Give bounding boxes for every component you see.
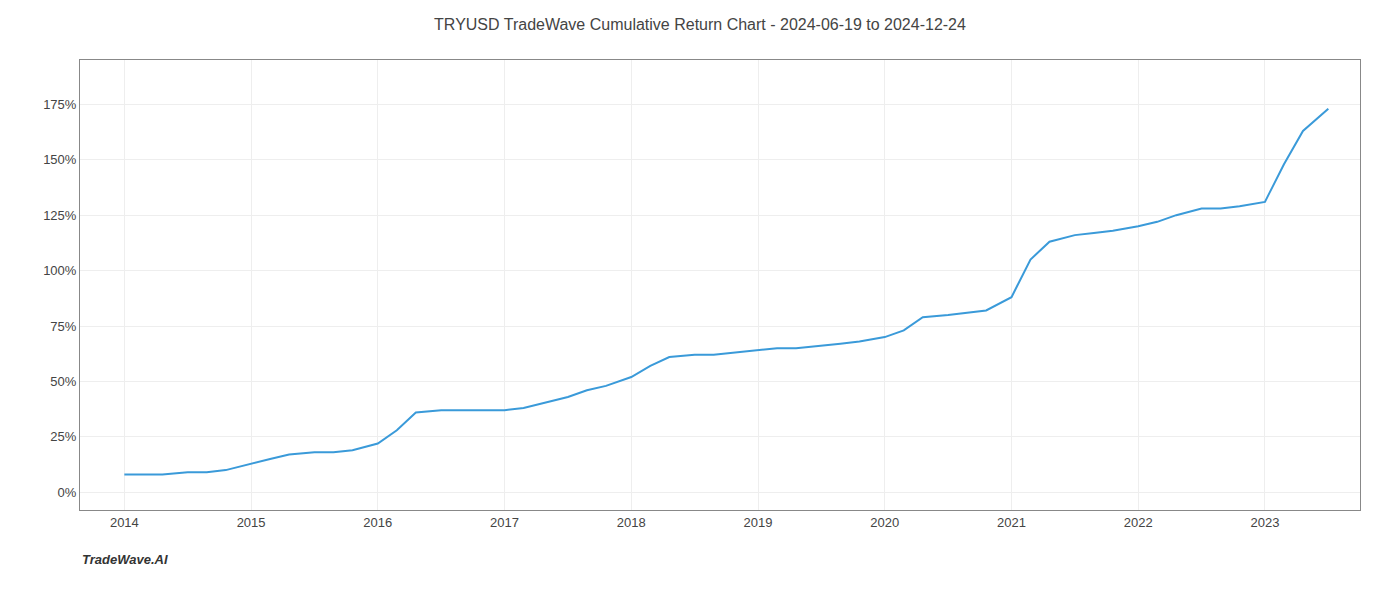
svg-text:2022: 2022 <box>1124 515 1153 530</box>
svg-text:2015: 2015 <box>237 515 266 530</box>
svg-text:0%: 0% <box>58 485 77 500</box>
svg-text:2020: 2020 <box>870 515 899 530</box>
svg-text:150%: 150% <box>43 152 77 167</box>
svg-text:2017: 2017 <box>490 515 519 530</box>
svg-text:2019: 2019 <box>744 515 773 530</box>
svg-text:TradeWave.AI: TradeWave.AI <box>82 552 168 567</box>
svg-text:50%: 50% <box>50 374 76 389</box>
svg-text:75%: 75% <box>50 319 76 334</box>
svg-text:2018: 2018 <box>617 515 646 530</box>
svg-text:TRYUSD TradeWave Cumulative Re: TRYUSD TradeWave Cumulative Return Chart… <box>434 16 966 33</box>
svg-text:2016: 2016 <box>363 515 392 530</box>
svg-text:125%: 125% <box>43 208 77 223</box>
svg-text:2023: 2023 <box>1250 515 1279 530</box>
svg-text:175%: 175% <box>43 97 77 112</box>
svg-text:2014: 2014 <box>110 515 139 530</box>
svg-text:100%: 100% <box>43 263 77 278</box>
svg-text:25%: 25% <box>50 429 76 444</box>
svg-text:2021: 2021 <box>997 515 1026 530</box>
